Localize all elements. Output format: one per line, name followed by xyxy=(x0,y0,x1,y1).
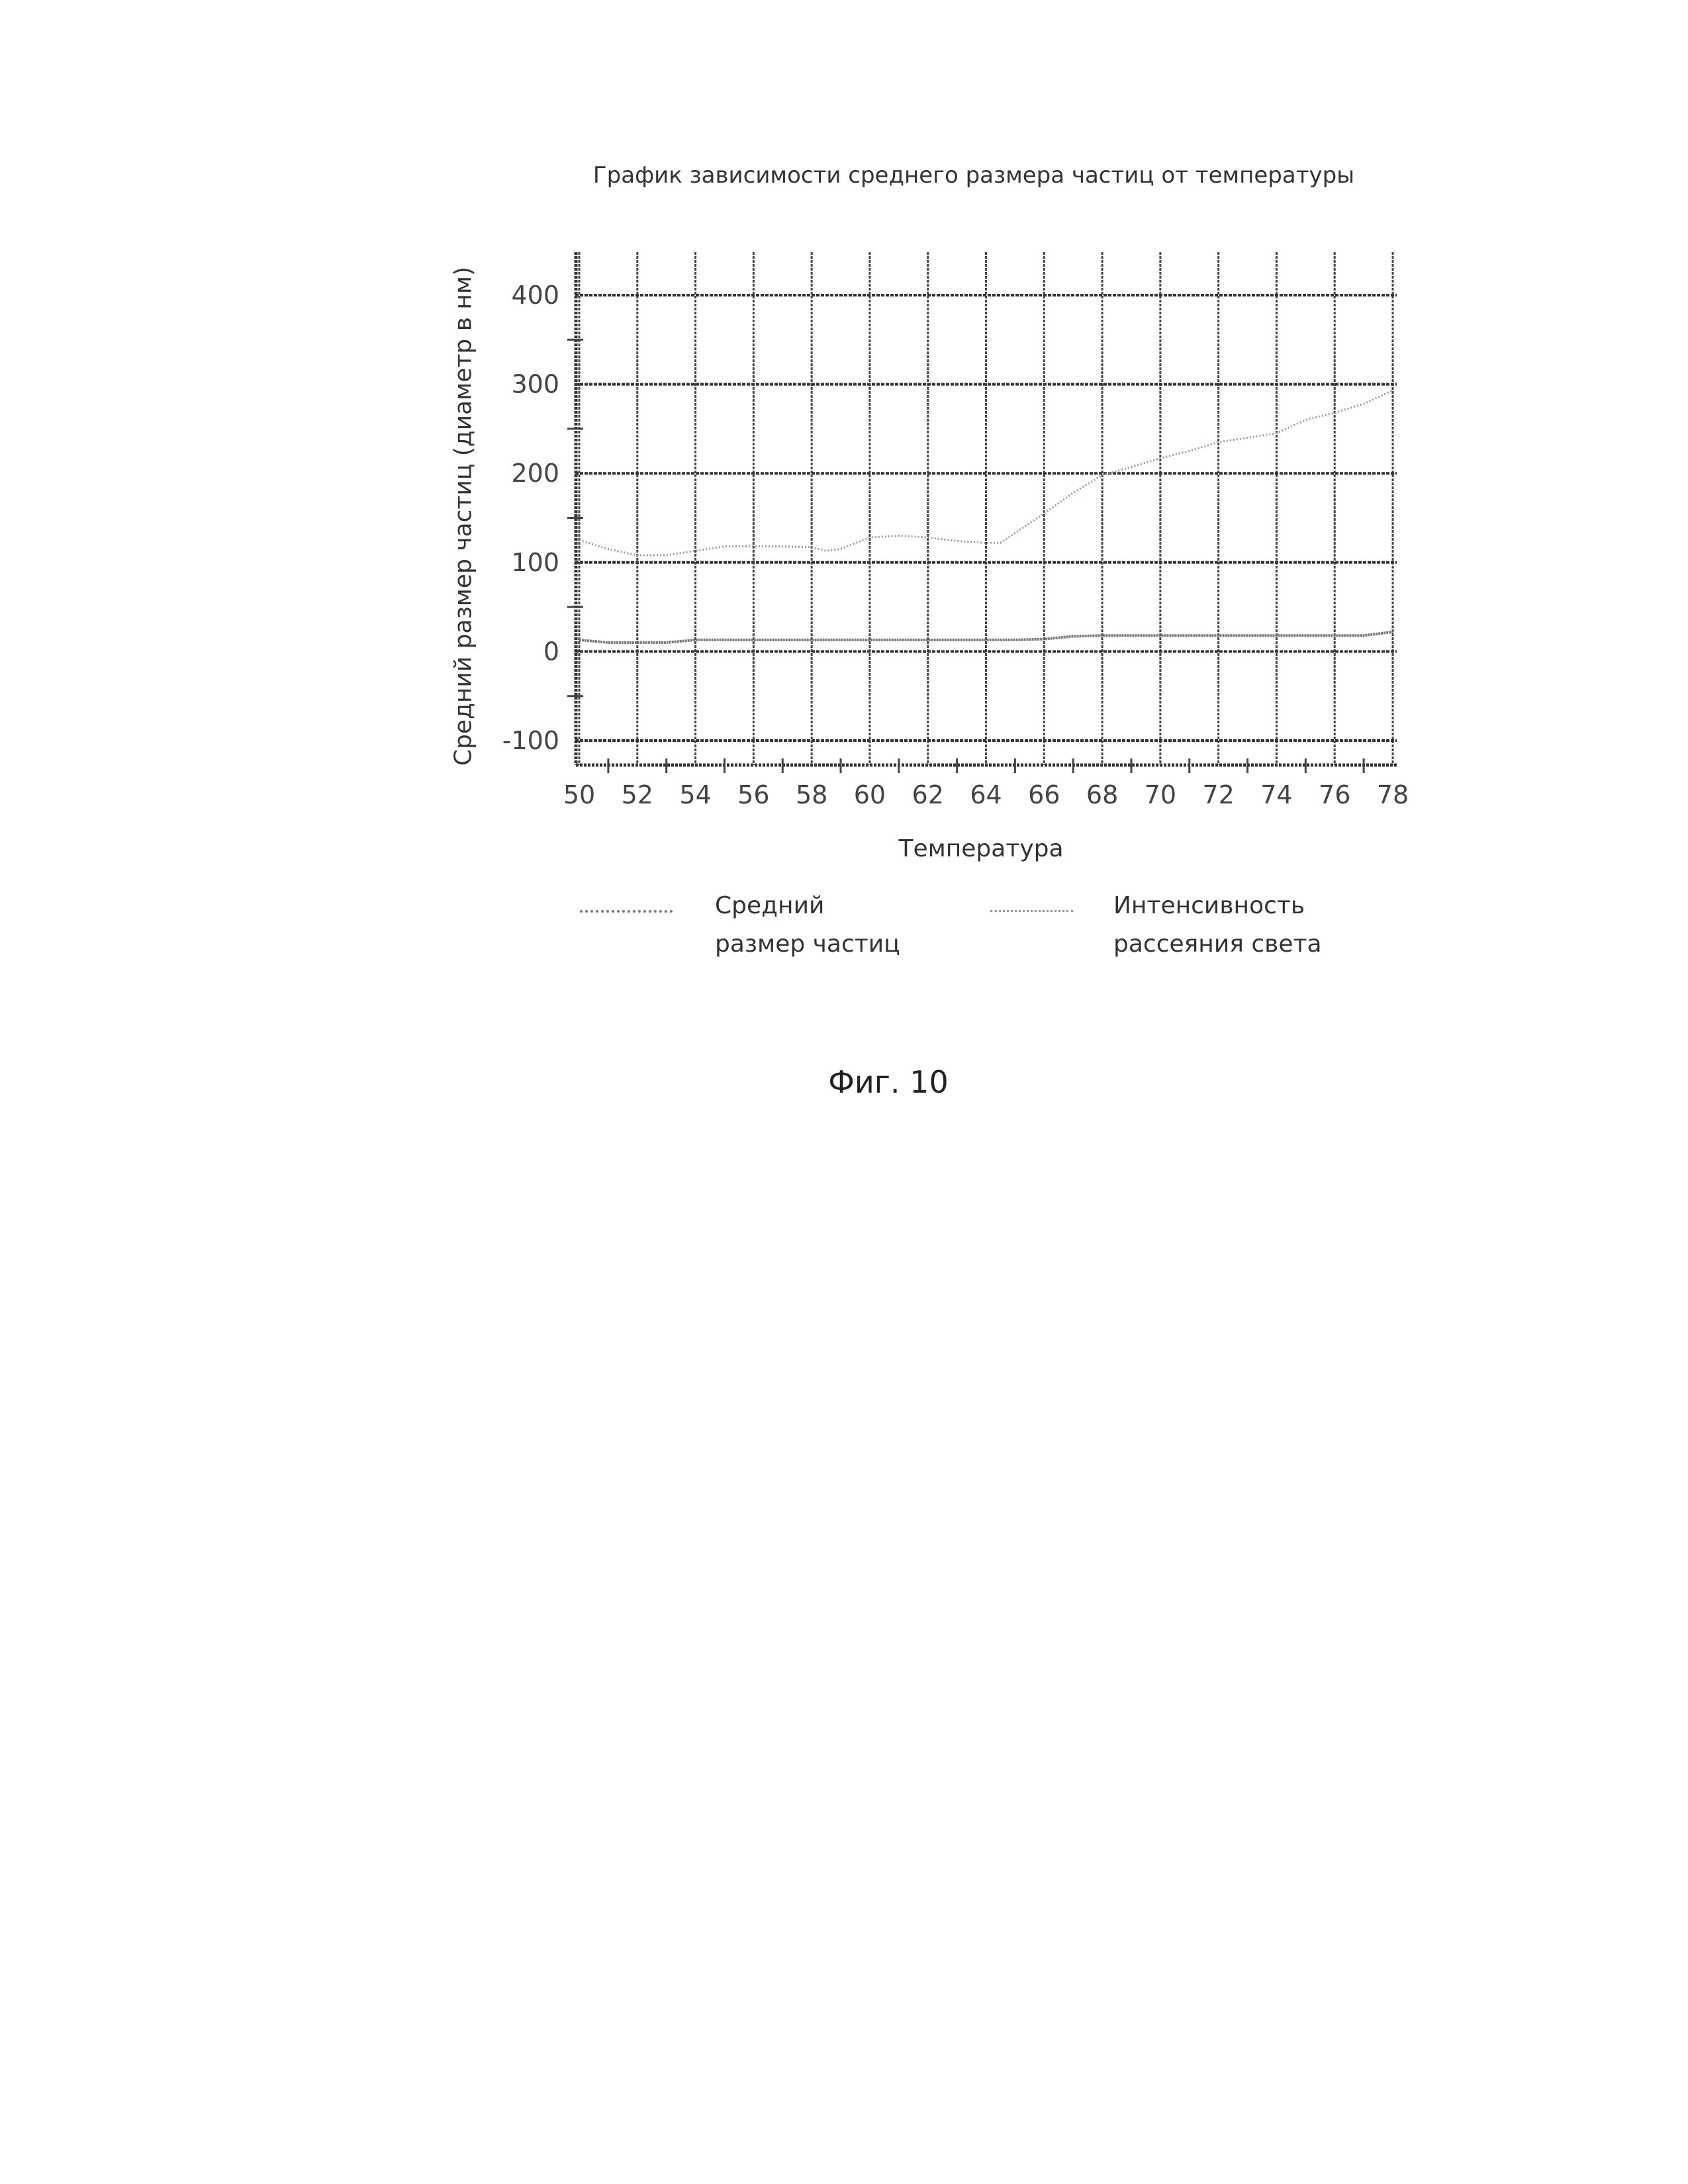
legend-label-line: Средний xyxy=(715,887,900,925)
legend-label-intensity: Интенсивность рассеяния света xyxy=(1113,887,1322,964)
x-tick-label: 60 xyxy=(854,780,886,809)
x-tick-label: 50 xyxy=(563,780,595,809)
x-tick-label: 78 xyxy=(1377,780,1409,809)
x-tick-label: 62 xyxy=(912,780,944,809)
legend-label-mean-size: Средний размер частиц xyxy=(715,887,900,964)
y-tick-label: 200 xyxy=(511,459,559,488)
x-tick-label: 72 xyxy=(1202,780,1234,809)
plot-area: 50 52 54 56 58 60 62 64 66 68 70 72 74 76 78 400 300 200 1… xyxy=(0,0,1688,860)
x-tick-label: 70 xyxy=(1145,780,1176,809)
y-tick-label: 300 xyxy=(511,370,559,399)
legend-label-line: размер частиц xyxy=(715,925,900,964)
x-tick-label: 52 xyxy=(622,780,653,809)
x-tick-label: 56 xyxy=(737,780,769,809)
x-tick-label: 68 xyxy=(1086,780,1118,809)
legend-label-line: Интенсивность xyxy=(1113,887,1322,925)
y-tick-label: 400 xyxy=(511,281,559,310)
y-tick-label: 0 xyxy=(543,637,559,666)
y-tick-label: -100 xyxy=(502,726,559,755)
x-tick-label: 76 xyxy=(1319,780,1350,809)
legend-swatch-mean-size xyxy=(580,910,673,913)
x-tick-label: 54 xyxy=(679,780,711,809)
x-tick-label: 58 xyxy=(796,780,827,809)
x-tick-label: 74 xyxy=(1260,780,1292,809)
x-axis-label: Температура xyxy=(898,835,1063,862)
figure-label: Фиг. 10 xyxy=(828,1064,948,1100)
legend-label-line: рассеяния света xyxy=(1113,925,1322,964)
x-tick-label: 64 xyxy=(970,780,1002,809)
y-tick-label: 100 xyxy=(511,548,559,577)
x-tick-label: 66 xyxy=(1028,780,1060,809)
legend-swatch-intensity xyxy=(990,910,1073,912)
